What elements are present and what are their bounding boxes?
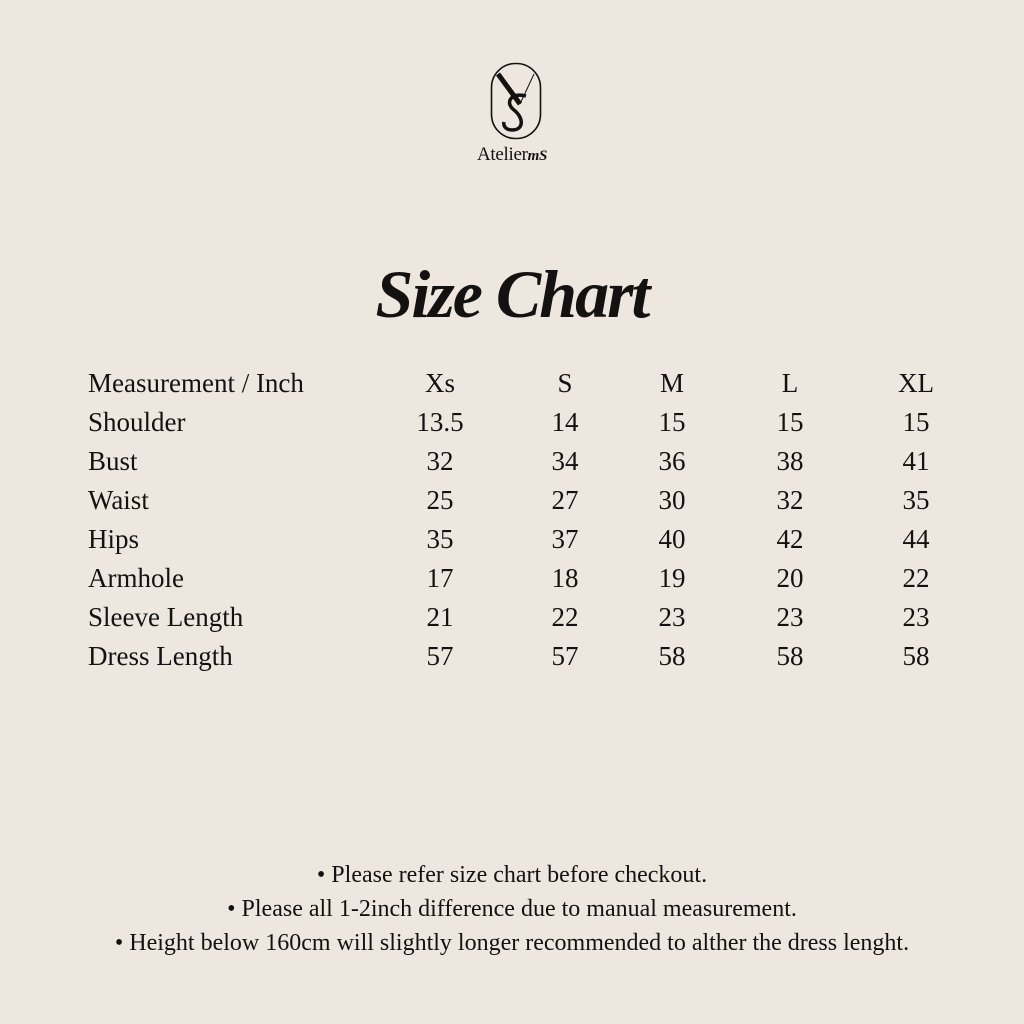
table-cell: 21	[426, 602, 454, 632]
table-header-row: Measurement / Inch Xs S M L XL	[0, 368, 1024, 407]
table-cell: 20	[776, 563, 804, 593]
page-title: Size Chart	[375, 256, 651, 332]
table-row: Armhole 17 18 19 20 22	[0, 563, 1024, 602]
column-header: Measurement / Inch	[88, 368, 304, 398]
table-cell: 25	[426, 485, 454, 515]
table-cell: 23	[776, 602, 804, 632]
atelier-ms-logo-icon	[490, 62, 542, 140]
table-cell: 58	[658, 641, 686, 671]
brand-name: AteliermS	[476, 144, 548, 165]
table-cell: 41	[902, 446, 930, 476]
table-cell: 22	[902, 563, 930, 593]
table-cell: 34	[551, 446, 579, 476]
note: • Please all 1-2inch difference due to m…	[227, 896, 797, 922]
table-cell: 13.5	[416, 407, 464, 437]
row-label: Sleeve Length	[88, 602, 244, 632]
table-cell: 40	[658, 524, 686, 554]
table-cell: 22	[551, 602, 579, 632]
table-cell: 58	[776, 641, 804, 671]
table-cell: 42	[776, 524, 804, 554]
notes: • Please refer size chart before checkou…	[0, 858, 1024, 960]
table-cell: 57	[426, 641, 454, 671]
table-cell: 30	[658, 485, 686, 515]
table-cell: 35	[902, 485, 930, 515]
table-cell: 35	[426, 524, 454, 554]
column-header: M	[659, 368, 685, 398]
row-label: Waist	[88, 485, 149, 515]
table-row: Shoulder 13.5 14 15 15 15	[0, 407, 1024, 446]
table-row: Bust 32 34 36 38 41	[0, 446, 1024, 485]
note: • Height below 160cm will slightly longe…	[114, 930, 910, 956]
size-table: Measurement / Inch Xs S M L XL Shoulder 13.5 14 1…	[0, 368, 1024, 680]
column-header: Xs	[424, 368, 456, 398]
table-row: Dress Length 57 57 58 58 58	[0, 641, 1024, 680]
column-header: XL	[898, 368, 934, 398]
table-cell: 15	[658, 407, 686, 437]
row-label: Dress Length	[88, 641, 233, 671]
note: • Please refer size chart before checkou…	[316, 862, 708, 888]
table-cell: 27	[551, 485, 579, 515]
table-cell: 57	[551, 641, 579, 671]
table-cell: 15	[902, 407, 930, 437]
table-cell: 37	[551, 524, 579, 554]
table-cell: 23	[902, 602, 930, 632]
table-cell: 19	[658, 563, 686, 593]
table-cell: 17	[426, 563, 454, 593]
table-cell: 32	[426, 446, 454, 476]
row-label: Armhole	[88, 563, 184, 593]
table-cell: 44	[902, 524, 930, 554]
table-cell: 36	[658, 446, 686, 476]
table-cell: 38	[776, 446, 804, 476]
table-row: Hips 35 37 40 42 44	[0, 524, 1024, 563]
table-cell: 14	[551, 407, 579, 437]
column-header: L	[781, 368, 799, 398]
table-cell: 15	[776, 407, 804, 437]
table-cell: 32	[776, 485, 804, 515]
table-row: Waist 25 27 30 32 35	[0, 485, 1024, 524]
row-label: Hips	[88, 524, 140, 554]
table-cell: 18	[551, 563, 579, 593]
row-label: Shoulder	[88, 407, 186, 437]
table-row: Sleeve Length 21 22 23 23 23	[0, 602, 1024, 641]
table-cell: 58	[902, 641, 930, 671]
table-cell: 23	[658, 602, 686, 632]
row-label: Bust	[88, 446, 138, 476]
column-header: S	[557, 368, 573, 398]
